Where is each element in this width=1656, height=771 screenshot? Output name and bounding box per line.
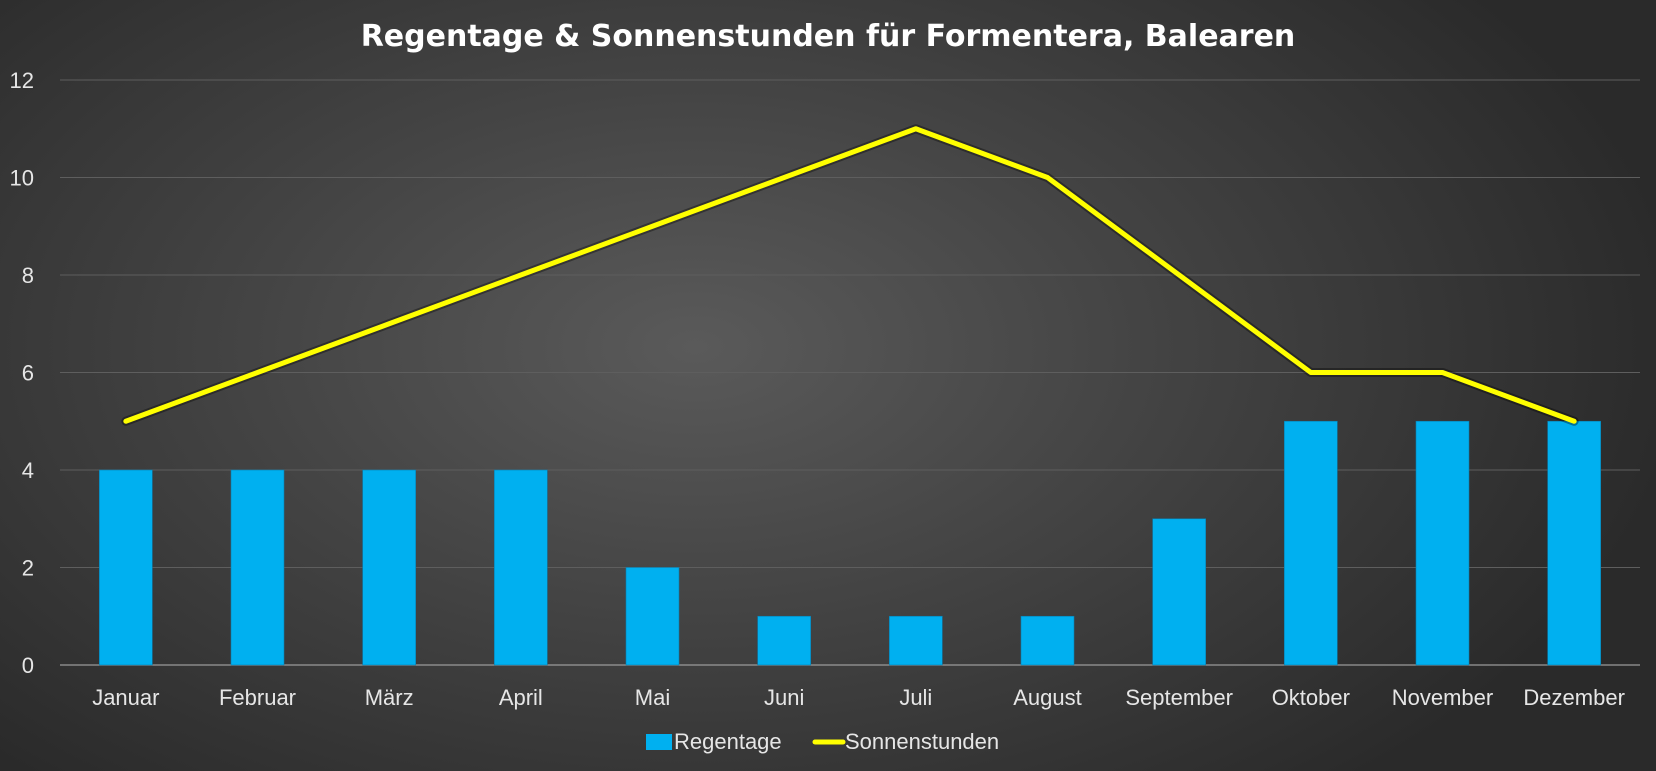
y-tick-label: 0 — [22, 653, 34, 678]
x-tick-label: Dezember — [1523, 685, 1624, 710]
x-tick-label: August — [1013, 685, 1082, 710]
x-tick-label: Januar — [92, 685, 159, 710]
x-tick-label: Oktober — [1272, 685, 1350, 710]
legend-label-sonnenstunden: Sonnenstunden — [845, 729, 999, 754]
x-tick-label: November — [1392, 685, 1493, 710]
gridlines — [60, 79, 1640, 666]
x-tick-label: Juli — [899, 685, 932, 710]
bar-dezember — [1547, 420, 1601, 666]
x-tick-label: April — [499, 685, 543, 710]
y-tick-label: 12 — [10, 68, 34, 93]
bar-series — [99, 420, 1601, 666]
x-tick-label: Mai — [635, 685, 670, 710]
y-tick-label: 4 — [22, 458, 34, 483]
bar-april — [494, 469, 548, 666]
bar-november — [1415, 420, 1470, 666]
bar-august — [1020, 615, 1075, 666]
y-tick-label: 2 — [22, 556, 34, 581]
bar-juni — [757, 615, 811, 666]
bar-mai — [625, 567, 680, 666]
x-tick-label: März — [365, 685, 414, 710]
y-tick-label: 10 — [10, 166, 34, 191]
y-tick-label: 8 — [22, 263, 34, 288]
line-sonnenstunden — [123, 126, 1577, 424]
bar-januar — [99, 469, 153, 666]
legend: Regentage Sonnenstunden — [646, 729, 999, 754]
line-series — [121, 124, 1579, 426]
x-axis-ticks: Januar Februar März April Mai Juni Juli August S… — [92, 685, 1625, 710]
legend-swatch-regentage — [646, 734, 672, 750]
bar-september — [1152, 518, 1206, 666]
y-tick-label: 6 — [22, 361, 34, 386]
bar-märz — [362, 469, 416, 666]
chart-title: Regentage & Sonnenstunden für Formentera… — [361, 19, 1296, 54]
bar-juli — [889, 615, 943, 666]
bar-februar — [230, 469, 285, 666]
x-tick-label: Juni — [764, 685, 804, 710]
x-tick-label: Februar — [219, 685, 296, 710]
bar-oktober — [1284, 420, 1338, 666]
y-axis-ticks: 0 2 4 6 8 10 12 — [10, 68, 34, 678]
legend-label-regentage: Regentage — [674, 729, 782, 754]
x-tick-label: September — [1125, 685, 1233, 710]
